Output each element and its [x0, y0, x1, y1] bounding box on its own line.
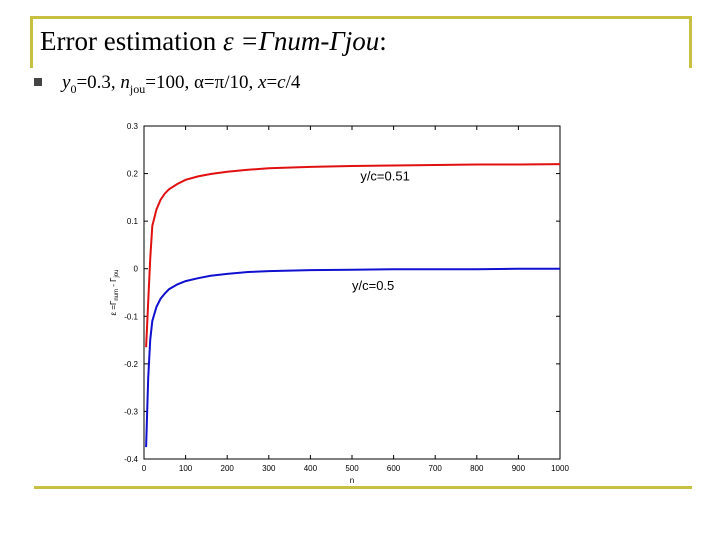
y-axis-label-part: - Г	[109, 277, 118, 289]
frame-left-border	[30, 16, 33, 68]
title-suffix: :	[379, 26, 387, 56]
frame-top-border	[30, 16, 692, 19]
y-axis-label-part: jou	[114, 270, 120, 279]
frame-right-border	[689, 16, 692, 68]
param-alpha: α=π/10,	[193, 72, 259, 93]
series-annotation: y/c=0.5	[352, 278, 394, 293]
x-tick-label: 100	[179, 464, 193, 473]
parameters-bullet: y0=0.3, njou=100, α=π/10, x=c/4	[34, 72, 300, 97]
x-axis-label: n	[350, 476, 354, 485]
param-n-label: n	[120, 72, 130, 93]
x-tick-label: 200	[221, 464, 235, 473]
x-tick-label: 700	[429, 464, 443, 473]
slide-title: Error estimation ε =Гnum-Гjou:	[40, 26, 387, 57]
param-y-sub: 0	[70, 81, 77, 96]
param-n-value: =100,	[145, 72, 194, 93]
x-tick-label: 0	[142, 464, 147, 473]
x-tick-label: 800	[470, 464, 484, 473]
error-chart: 0 100 200 300 400 500 600 700 800 900 1000 -0.4 -0.3…	[109, 122, 569, 485]
y-tick-label: -0.2	[124, 360, 138, 369]
param-x-value: =	[266, 72, 278, 93]
x-tick-label: 900	[512, 464, 526, 473]
y-axis-label-part: ε =Г	[109, 300, 118, 315]
title-prefix: Error estimation	[40, 26, 223, 56]
param-c-label: c	[277, 72, 286, 93]
series-annotation: y/c=0.51	[360, 169, 410, 184]
y-axis-label-part: num	[114, 289, 120, 301]
param-x-label: x	[258, 72, 267, 93]
param-c-tail: /4	[285, 72, 301, 93]
title-formula: ε =Гnum-Гjou	[222, 26, 380, 56]
frame-bottom-border	[34, 486, 692, 489]
series-line-y-c-0-51	[145, 163, 561, 348]
y-tick-label: -0.4	[124, 455, 138, 464]
y-tick-label: 0.2	[127, 170, 139, 179]
y-tick-label: 0.3	[127, 122, 139, 131]
param-n-sub: jou	[129, 81, 146, 96]
x-tick-label: 400	[304, 464, 318, 473]
y-tick-label: -0.3	[124, 407, 138, 416]
param-y-label: y	[62, 72, 71, 93]
y-tick-label: -0.1	[124, 312, 138, 321]
x-tick-label: 500	[345, 464, 359, 473]
y-tick-label: 0.1	[127, 217, 139, 226]
series-line-y-c-0-5	[145, 267, 560, 448]
y-tick-label: 0	[134, 265, 139, 274]
x-tick-label: 300	[262, 464, 276, 473]
x-tick-label: 600	[387, 464, 401, 473]
x-tick-label: 1000	[551, 464, 569, 473]
param-y-value: =0.3,	[76, 72, 121, 93]
y-axis-label: ε =Гnum - Гjou	[109, 270, 120, 316]
bullet-square-icon	[34, 77, 42, 86]
